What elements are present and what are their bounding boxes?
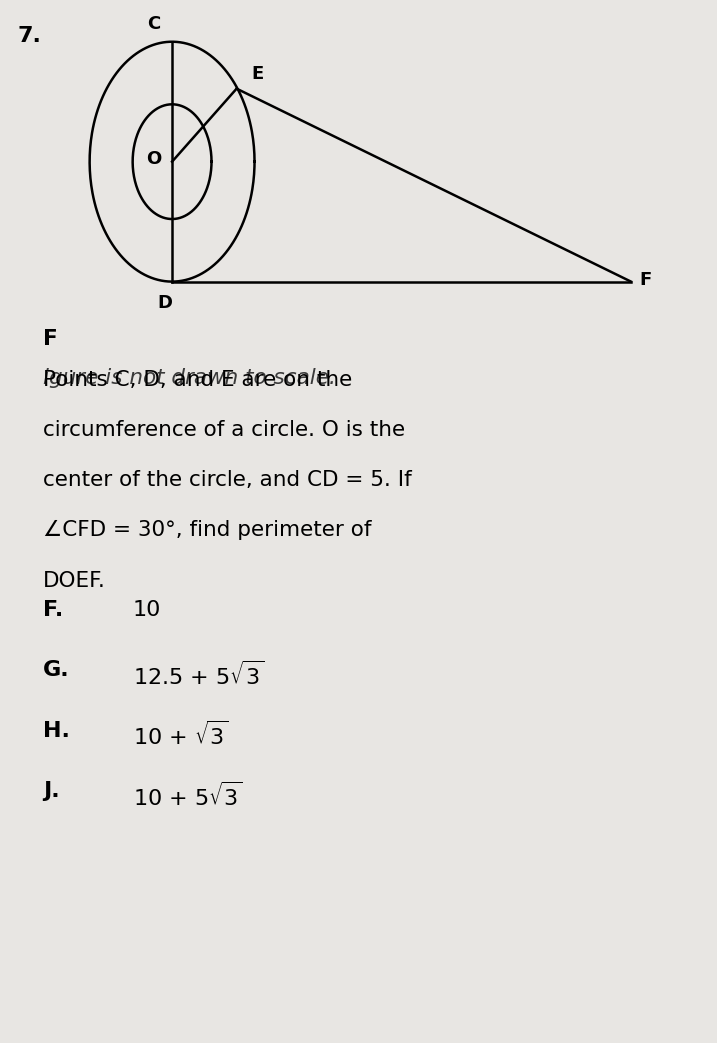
Text: H.: H. bbox=[43, 721, 70, 741]
Text: ∠CFD = 30°, find perimeter of: ∠CFD = 30°, find perimeter of bbox=[43, 520, 371, 540]
Text: O: O bbox=[146, 149, 162, 168]
Text: 12.5 + 5$\sqrt{3}$: 12.5 + 5$\sqrt{3}$ bbox=[133, 660, 264, 688]
Text: 7.: 7. bbox=[18, 26, 42, 46]
Text: F.: F. bbox=[43, 600, 63, 620]
Text: center of the circle, and CD = 5. If: center of the circle, and CD = 5. If bbox=[43, 470, 412, 490]
Text: DOEF.: DOEF. bbox=[43, 571, 106, 590]
Text: G.: G. bbox=[43, 660, 70, 680]
Text: D: D bbox=[158, 294, 172, 312]
Text: Points C, D, and E are on the: Points C, D, and E are on the bbox=[43, 370, 352, 390]
Text: 10 + 5$\sqrt{3}$: 10 + 5$\sqrt{3}$ bbox=[133, 781, 242, 809]
Text: F: F bbox=[640, 270, 652, 289]
Text: igure is not drawn to scale.: igure is not drawn to scale. bbox=[43, 368, 336, 388]
Text: C: C bbox=[148, 16, 161, 33]
Text: circumference of a circle. O is the: circumference of a circle. O is the bbox=[43, 420, 405, 440]
Text: 10 + $\sqrt{3}$: 10 + $\sqrt{3}$ bbox=[133, 721, 228, 749]
Text: E: E bbox=[251, 66, 263, 83]
Text: 10: 10 bbox=[133, 600, 161, 620]
Text: J.: J. bbox=[43, 781, 60, 801]
Text: F: F bbox=[43, 329, 58, 348]
